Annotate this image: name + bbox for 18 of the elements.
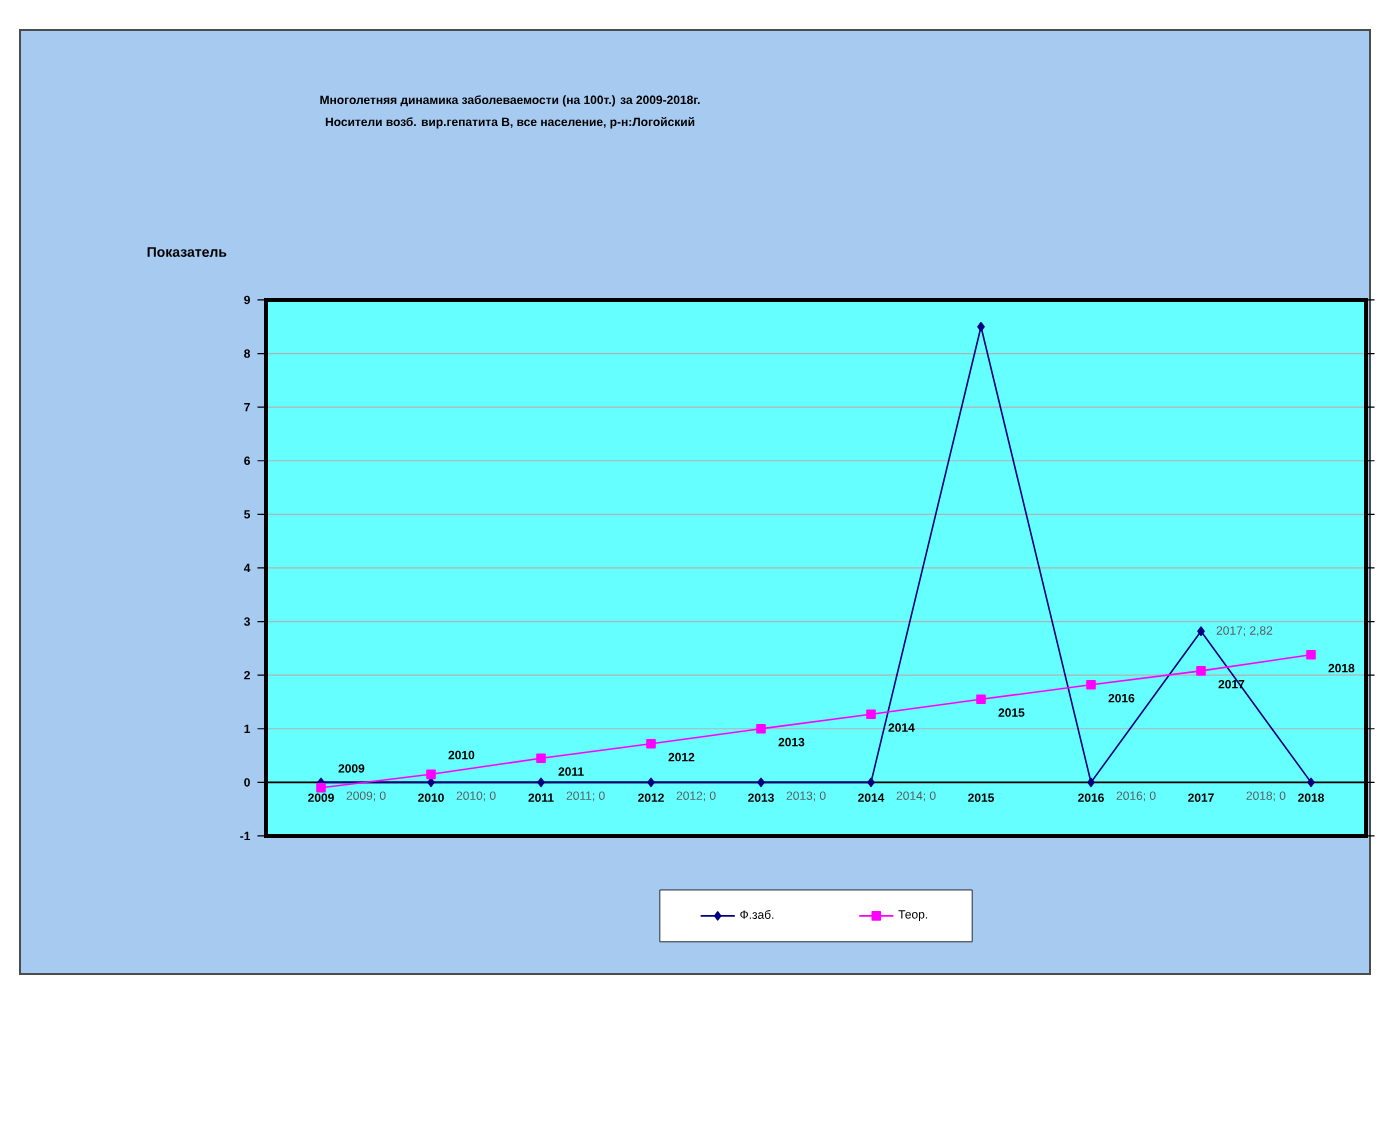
point (757, 777, 765, 788)
point (976, 694, 986, 705)
point (867, 777, 875, 788)
point (1086, 680, 1096, 690)
point (977, 321, 985, 332)
point (1087, 777, 1095, 788)
point (647, 777, 655, 788)
point (646, 738, 656, 749)
point (756, 723, 766, 734)
point (536, 753, 546, 764)
point (316, 782, 326, 793)
point (1197, 626, 1205, 637)
point (866, 709, 876, 720)
point (1306, 650, 1316, 660)
point (537, 777, 545, 788)
point (426, 769, 436, 780)
point (1196, 666, 1206, 676)
point (1307, 777, 1315, 788)
